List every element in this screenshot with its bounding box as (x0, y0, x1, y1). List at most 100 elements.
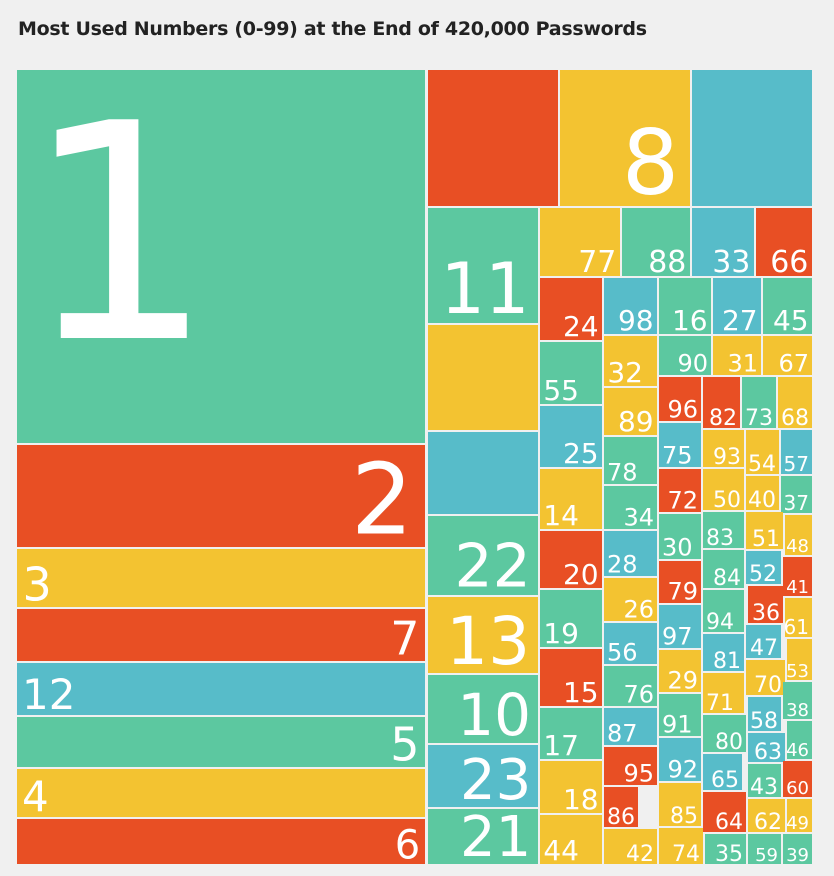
treemap-cell-35 (705, 834, 746, 864)
treemap-cell-85 (659, 783, 701, 826)
cell-label-30: 30 (662, 534, 693, 562)
cell-label-82: 82 (709, 406, 737, 431)
treemap-cell-90 (659, 336, 711, 375)
cell-label-28: 28 (607, 551, 638, 579)
treemap-cell-46 (787, 721, 812, 759)
cell-label-20: 20 (563, 558, 599, 591)
cell-label-22: 22 (454, 532, 530, 602)
cell-label-84: 84 (713, 566, 741, 591)
cell-label-47: 47 (750, 636, 778, 661)
cell-label-72: 72 (667, 487, 698, 515)
treemap-cell-57 (781, 430, 812, 474)
cell-label-34: 34 (623, 504, 654, 532)
treemap-cell-30 (659, 514, 701, 559)
treemap-cell-38 (783, 682, 812, 719)
cell-label-40: 40 (748, 488, 776, 513)
cell-label-3: 3 (23, 558, 52, 612)
cell-label-71: 71 (706, 691, 734, 716)
cell-label-4: 4 (22, 772, 49, 821)
cell-label-32: 32 (607, 356, 643, 389)
treemap-cell-31 (713, 336, 761, 375)
cell-label-24: 24 (563, 310, 599, 343)
treemap-cell-81 (703, 634, 744, 671)
cell-label-91: 91 (662, 711, 693, 739)
cell-label-19: 19 (543, 617, 579, 650)
cell-label-94: 94 (706, 610, 734, 635)
treemap-cell-3 (17, 549, 425, 607)
cell-label-43: 43 (750, 775, 778, 800)
treemap-cell-25 (540, 406, 602, 467)
treemap-cell-34 (604, 486, 657, 529)
treemap-cell-50 (703, 469, 744, 510)
treemap-cell-47 (746, 625, 781, 658)
cell-label-88: 88 (648, 245, 686, 280)
cell-label-6: 6 (395, 822, 420, 868)
cell-label-11: 11 (441, 248, 530, 330)
treemap-cell-4 (17, 769, 425, 817)
cell-label-67: 67 (778, 350, 809, 378)
treemap-cell-92 (659, 738, 701, 781)
cell-label-85: 85 (670, 804, 698, 829)
cell-label-46: 46 (786, 740, 809, 761)
cell-label-52: 52 (749, 562, 777, 587)
treemap-cell-23 (428, 745, 538, 807)
cell-label-98: 98 (618, 304, 654, 337)
cell-label-64: 64 (715, 810, 743, 835)
treemap-cell-16 (659, 278, 711, 334)
treemap-cell-28 (604, 531, 657, 576)
cell-label-23: 23 (460, 748, 531, 813)
cell-label-35: 35 (715, 842, 743, 867)
treemap-cell-70 (746, 660, 785, 695)
cell-label-5: 5 (390, 718, 419, 772)
treemap-cell-56 (604, 623, 657, 664)
treemap-cell-36 (748, 586, 783, 623)
treemap-cell-62 (748, 799, 785, 832)
cell-label-63: 63 (754, 740, 782, 765)
cell-label-2: 2 (351, 443, 413, 557)
treemap-cell-55 (540, 342, 602, 404)
treemap-cell-1 (17, 70, 425, 443)
treemap-cell-59 (748, 834, 781, 864)
treemap-cell-29 (659, 650, 701, 692)
cell-label-56: 56 (607, 639, 638, 667)
cell-label-53: 53 (786, 661, 809, 682)
cell-label-39: 39 (786, 845, 809, 866)
cell-label-16: 16 (672, 304, 708, 337)
treemap-cell-96 (659, 377, 701, 421)
cell-label-1: 1 (24, 60, 215, 409)
cell-label-76: 76 (623, 681, 654, 709)
treemap-cell-6 (17, 819, 425, 864)
treemap-cell-51 (746, 512, 783, 549)
treemap-cell-24 (540, 278, 602, 340)
cell-label-18: 18 (563, 783, 599, 816)
treemap-cell-61 (785, 598, 812, 637)
cell-label-44: 44 (543, 834, 579, 867)
treemap-cell-76 (604, 666, 657, 706)
cell-label-37: 37 (784, 491, 809, 515)
cell-label-42: 42 (626, 842, 654, 867)
cell-label-79: 79 (667, 578, 698, 606)
treemap-cell-32 (604, 336, 657, 386)
treemap-cell-8 (560, 70, 690, 206)
treemap-cell-87 (604, 708, 657, 745)
cell-label-51: 51 (752, 527, 780, 552)
cell-label-54: 54 (748, 452, 776, 477)
cell-label-81: 81 (713, 649, 741, 674)
treemap-cell-91 (659, 694, 701, 736)
treemap-cell-18 (540, 761, 602, 813)
treemap-cell-12 (17, 663, 425, 715)
cell-label-7: 7 (390, 612, 419, 666)
cell-label-41: 41 (786, 577, 809, 598)
cell-label-78: 78 (607, 459, 638, 487)
treemap-cell-60 (783, 761, 812, 797)
treemap-cell-98 (604, 278, 657, 334)
treemap-cell-66 (756, 208, 812, 276)
cell-label-83: 83 (706, 526, 734, 551)
cell-label-55: 55 (543, 374, 579, 407)
treemap-cell-73 (742, 377, 776, 428)
treemap-cell-82 (703, 377, 740, 428)
treemap-cell-84 (703, 550, 744, 588)
treemap-cell-68 (778, 377, 812, 428)
treemap-cell-44 (540, 815, 602, 864)
